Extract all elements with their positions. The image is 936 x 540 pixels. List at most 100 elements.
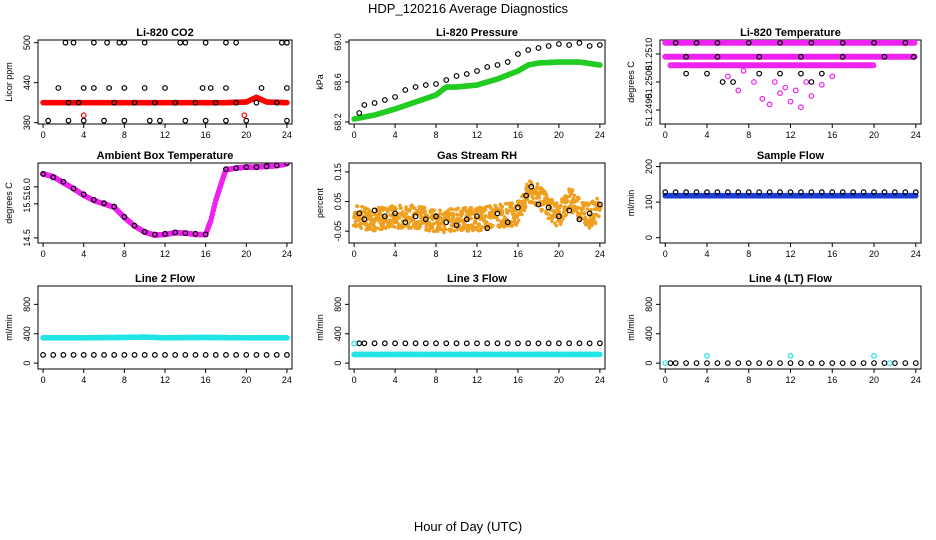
x-tick-label: 4 — [81, 130, 86, 140]
y-tick-label: 440 — [22, 75, 32, 90]
data-point — [390, 204, 394, 208]
x-tick-label: 24 — [911, 375, 921, 385]
data-point — [515, 340, 521, 347]
data-point — [792, 87, 799, 94]
data-point — [756, 70, 763, 77]
data-point — [212, 99, 219, 106]
y-axis-label: percent — [315, 187, 325, 218]
data-point — [284, 334, 290, 341]
data-point — [818, 81, 825, 88]
data-point — [448, 211, 452, 216]
data-point — [101, 200, 107, 207]
data-point — [892, 189, 898, 196]
x-tick-label: 0 — [41, 130, 46, 140]
data-point — [554, 223, 559, 228]
data-point — [446, 215, 451, 220]
data-point — [556, 213, 562, 220]
data-point — [902, 360, 909, 367]
data-point — [427, 229, 432, 233]
plot-area — [662, 189, 919, 199]
data-point — [559, 203, 563, 208]
x-tick-label: 4 — [81, 249, 86, 259]
panel-title: Li-820 CO2 — [136, 27, 193, 39]
data-point — [777, 360, 783, 367]
data-point — [756, 53, 763, 60]
data-point — [373, 228, 377, 233]
data-point — [714, 360, 721, 367]
data-point — [556, 41, 562, 47]
data-point — [453, 340, 460, 347]
data-point — [372, 224, 377, 229]
data-point — [522, 208, 526, 213]
data-point — [459, 226, 463, 230]
data-point — [798, 70, 804, 77]
data-point — [463, 340, 470, 347]
data-point — [162, 85, 168, 91]
data-point — [766, 189, 773, 196]
x-tick-label: 8 — [434, 130, 439, 140]
data-point — [477, 222, 482, 227]
data-point — [392, 210, 398, 217]
series-red-open — [80, 112, 248, 119]
data-point — [683, 70, 689, 77]
y-tick-label: 0 — [333, 361, 343, 366]
data-point — [704, 352, 710, 359]
series-black — [356, 40, 603, 116]
data-point — [40, 170, 46, 177]
data-point — [557, 209, 561, 214]
data-point — [443, 77, 450, 83]
data-point — [141, 85, 148, 91]
x-tick-label: 4 — [704, 375, 709, 385]
data-point — [910, 53, 917, 60]
series-black — [672, 40, 917, 85]
x-tick-label: 20 — [554, 130, 564, 140]
data-point — [525, 47, 532, 53]
data-point — [787, 98, 794, 105]
x-tick-label: 20 — [241, 375, 251, 385]
data-point — [438, 212, 442, 216]
x-tick-label: 24 — [282, 375, 292, 385]
data-point — [371, 100, 378, 106]
data-point — [223, 166, 229, 173]
x-tick-label: 20 — [869, 130, 879, 140]
data-point — [199, 85, 206, 91]
y-tick-label: 51.2510 — [644, 38, 654, 71]
panel-frame — [659, 39, 922, 125]
panel-title: Ambient Box Temperature — [97, 150, 234, 162]
data-point — [351, 340, 358, 347]
data-point — [771, 79, 778, 85]
data-point — [528, 180, 533, 184]
data-point — [535, 45, 542, 51]
data-point — [803, 79, 810, 85]
data-point — [871, 189, 877, 196]
y-axis-label: ml/min — [626, 190, 636, 217]
data-point — [111, 99, 118, 106]
data-point — [408, 208, 412, 212]
data-point — [474, 68, 480, 74]
data-point — [550, 219, 554, 224]
data-point — [284, 85, 290, 91]
data-point — [284, 40, 290, 46]
data-point — [484, 64, 491, 70]
data-point — [745, 40, 752, 46]
x-tick-label: 4 — [393, 375, 398, 385]
data-point — [141, 228, 148, 235]
data-point — [263, 163, 270, 170]
data-point — [596, 42, 603, 48]
data-point — [509, 223, 514, 228]
data-point — [714, 40, 721, 46]
panel-frame — [659, 162, 922, 244]
data-point — [116, 40, 123, 46]
data-point — [597, 62, 603, 68]
data-point — [192, 99, 199, 106]
data-point — [474, 340, 480, 347]
data-point — [871, 40, 877, 46]
data-point — [798, 53, 804, 60]
x-tick-label: 24 — [595, 249, 605, 259]
data-point — [745, 189, 752, 196]
data-point — [392, 340, 398, 347]
data-point — [361, 102, 368, 108]
plot-area — [662, 40, 918, 111]
data-point — [808, 40, 815, 46]
panel-title: Line 2 Flow — [135, 273, 195, 285]
